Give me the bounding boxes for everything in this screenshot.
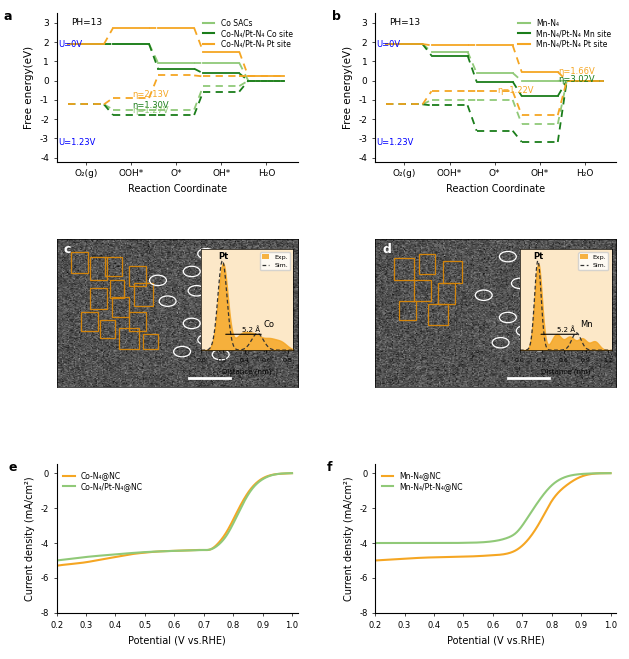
Co-N₄/Pt-N₄@NC [288,469,296,477]
X-axis label: Potential (V vs.RHE): Potential (V vs.RHE) [128,635,226,645]
Mn-N₄/Pt-N₄@NC [542,488,549,496]
Mn-N₄/Pt-N₄@NC [520,519,528,527]
Text: d: d [382,243,391,256]
Legend: Mn-N₄, Mn-N₄/Pt-N₄ Mn site, Mn-N₄/Pt-N₄ Pt site: Mn-N₄, Mn-N₄/Pt-N₄ Mn site, Mn-N₄/Pt-N₄ … [517,17,613,50]
Line: Mn-N₄@NC: Mn-N₄@NC [375,473,611,561]
Mn-N₄@NC [399,555,407,563]
Text: b: b [331,10,340,23]
Co-N₄/Pt-N₄@NC [146,548,153,556]
Line: Mn-N₄/Pt-N₄@NC: Mn-N₄/Pt-N₄@NC [375,473,611,543]
Y-axis label: Current density (mA/cm²): Current density (mA/cm²) [343,476,353,601]
Text: U=1.23V: U=1.23V [377,138,414,147]
Mn-N₄/Pt-N₄@NC [448,539,456,547]
Text: PH=13: PH=13 [389,18,421,26]
Mn-N₄@NC [542,509,549,517]
Legend: Co SACs, Co-N₄/Pt-N₄ Co site, Co-N₄/Pt-N₄ Pt site: Co SACs, Co-N₄/Pt-N₄ Co site, Co-N₄/Pt-N… [201,17,294,50]
Text: f: f [327,461,332,474]
Text: η=3.02V: η=3.02V [559,74,595,84]
Text: U=1.23V: U=1.23V [58,138,96,147]
Mn-N₄/Pt-N₄@NC [465,539,473,547]
Co-N₄@NC [130,550,137,558]
Mn-N₄/Pt-N₄@NC [439,539,447,547]
Text: η=1.30V: η=1.30V [132,101,169,110]
Text: a: a [4,10,12,23]
Text: U=0V: U=0V [58,40,82,49]
Line: Co-N₄@NC: Co-N₄@NC [57,473,292,565]
Mn-N₄@NC [371,557,379,565]
Text: U=0V: U=0V [377,40,401,49]
Mn-N₄/Pt-N₄@NC [371,539,379,547]
Mn-N₄@NC [448,553,455,561]
Co-N₄@NC [201,546,208,554]
Co-N₄@NC [81,558,89,566]
Legend: Mn-N₄@NC, Mn-N₄/Pt-N₄@NC: Mn-N₄@NC, Mn-N₄/Pt-N₄@NC [379,469,466,494]
Legend: Co-N₄@NC, Co-N₄/Pt-N₄@NC: Co-N₄@NC, Co-N₄/Pt-N₄@NC [60,469,146,494]
Mn-N₄@NC [465,552,472,560]
Y-axis label: Free energy(eV): Free energy(eV) [25,46,35,129]
Co-N₄@NC [53,561,60,569]
Mn-N₄/Pt-N₄@NC [399,539,407,547]
Co-N₄/Pt-N₄@NC [81,553,89,561]
Co-N₄/Pt-N₄@NC [130,549,137,557]
Mn-N₄/Pt-N₄@NC [543,486,550,494]
Text: η=1.27V: η=1.27V [132,106,169,115]
Text: η=1.22V: η=1.22V [497,86,533,95]
Mn-N₄@NC [520,541,527,549]
Text: c: c [64,243,71,256]
Text: e: e [8,461,17,474]
Co-N₄@NC [288,469,296,477]
Text: η=1.66V: η=1.66V [559,67,596,76]
X-axis label: Potential (V vs.RHE): Potential (V vs.RHE) [447,635,545,645]
Text: PH=13: PH=13 [71,18,103,26]
Co-N₄/Pt-N₄@NC [53,557,60,565]
Mn-N₄/Pt-N₄@NC [607,469,615,477]
Text: η=2.13V: η=2.13V [132,90,169,99]
X-axis label: Reaction Coordinate: Reaction Coordinate [128,184,227,194]
Mn-N₄@NC [542,507,550,515]
Line: Co-N₄/Pt-N₄@NC: Co-N₄/Pt-N₄@NC [57,473,292,561]
Co-N₄/Pt-N₄@NC [201,546,208,554]
Mn-N₄@NC [607,469,615,477]
Co-N₄/Pt-N₄@NC [224,530,231,538]
Y-axis label: Current density (mA/cm²): Current density (mA/cm²) [25,476,35,601]
Co-N₄@NC [146,548,153,556]
Co-N₄@NC [224,526,231,534]
Y-axis label: Free energy(eV): Free energy(eV) [343,46,353,129]
Co-N₄/Pt-N₄@NC [223,532,230,540]
Co-N₄@NC [223,528,230,536]
X-axis label: Reaction Coordinate: Reaction Coordinate [446,184,545,194]
